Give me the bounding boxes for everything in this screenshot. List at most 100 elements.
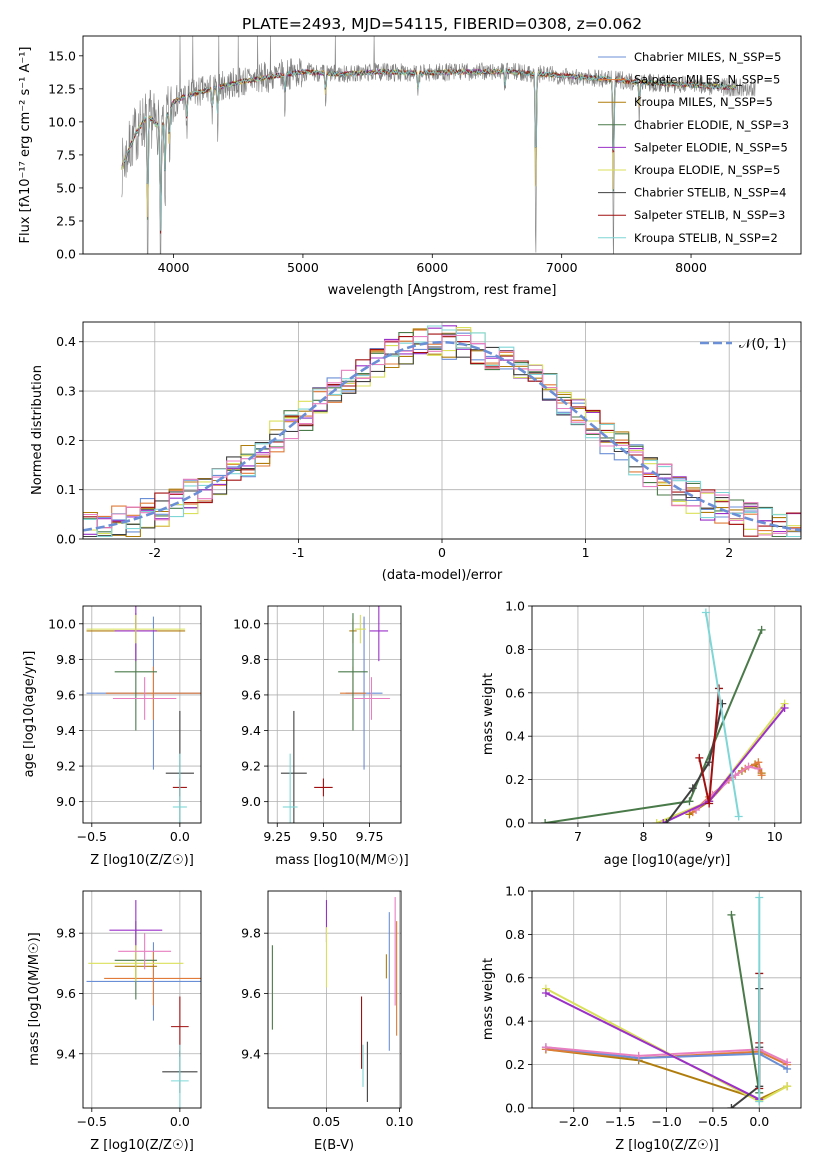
legend-entry: Chabrier MILES, N_SSP=5 [634, 50, 781, 64]
spectrum-lines [121, 36, 756, 254]
legend-entry: Chabrier ELODIE, N_SSP=3 [634, 118, 789, 132]
series-line [656, 702, 786, 823]
x-axis-label: (data-model)/error [382, 568, 503, 583]
age_vs_Z-ytick-label: 9.0 [56, 794, 76, 809]
series-marker [541, 819, 550, 823]
age_vs_Z-ytick-label: 9.8 [56, 652, 76, 667]
spectrum-ytick-label: 15.0 [48, 48, 76, 63]
residuals-ytick-label: 0.2 [56, 433, 76, 448]
legend-entry: Kroupa ELODIE, N_SSP=5 [634, 163, 780, 177]
weight_vs_Z-ytick-label: 0.6 [505, 970, 525, 985]
histograms [83, 325, 801, 538]
legend-entry: Kroupa STELIB, N_SSP=2 [634, 231, 778, 245]
weight_vs_age-ytick-label: 0.4 [505, 729, 525, 744]
axis-labels: 4000 5000 6000 7000 80000.02.55.07.510.012.5… [18, 15, 786, 1153]
y-axis-label: mass weight [481, 673, 496, 755]
residuals-ytick-label: 0.4 [56, 334, 76, 349]
series-marker [755, 893, 764, 902]
series-marker [659, 819, 668, 823]
weight_vs_Z-frame [531, 890, 802, 1109]
mass_vs_Z-frame [82, 890, 202, 1109]
mass_vs_EBV-frame [267, 890, 402, 1109]
mass_vs_Z-ytick-label: 9.4 [56, 1046, 76, 1061]
residuals-xtick-label: 0 [438, 545, 446, 560]
series-marker [541, 1043, 550, 1052]
weight_vs_Z-ytick-label: 0.4 [505, 1014, 525, 1029]
spectrum-ytick-label: 2.5 [56, 213, 76, 228]
histogram-kroupa-elodie [83, 327, 801, 535]
series-line [545, 1048, 788, 1066]
spectrum-frame [82, 35, 802, 255]
legend-entry: 𝒩(0, 1) [739, 337, 786, 352]
spectrum-ytick-label: 10.0 [48, 114, 76, 129]
weight_vs_Z-xtick-label: 0.0 [749, 1114, 769, 1129]
age_vs_Z-points [86, 606, 201, 823]
series-marker [744, 762, 753, 771]
series-marker [755, 1097, 764, 1106]
age_vs_Z-ytick-label: 9.2 [56, 759, 76, 774]
residuals-frame [82, 321, 802, 540]
x-axis-label: Z [log10(Z/Z☉)] [90, 1138, 194, 1153]
weight_vs_Z-xtick-label: −1.0 [651, 1114, 681, 1129]
series-line [730, 914, 761, 1093]
series-marker [701, 608, 710, 617]
spectrum-ytick-label: 0.0 [56, 247, 76, 262]
mass_vs_EBV-ytick-label: 9.8 [241, 926, 261, 941]
series-line [545, 1046, 788, 1064]
series-marker [727, 910, 736, 919]
residuals-xtick-label: 2 [725, 545, 733, 560]
age_vs_Z-ytick-label: 9.4 [56, 723, 76, 738]
y-axis-label: mass [log10(M/M☉)] [27, 932, 42, 1065]
weight_vs_age-xtick-label: 8 [640, 829, 648, 844]
series-marker [685, 797, 694, 806]
residuals-xtick-label: -2 [149, 545, 161, 560]
age_vs_mass-xtick-label: 9.75 [356, 829, 384, 844]
gridlines [83, 322, 801, 1109]
axes-frames [79, 35, 802, 1112]
legend-entry: Salpeter MILES, N_SSP=5 [634, 73, 780, 87]
weight_vs_age-ytick-label: 1.0 [505, 599, 525, 614]
age_vs_Z-xtick-label: 0.0 [170, 829, 190, 844]
mass_vs_EBV-ytick-label: 9.6 [241, 986, 261, 1001]
series-marker [634, 1051, 643, 1060]
age_vs_Z-ytick-label: 9.6 [56, 687, 76, 702]
spectrum-ytick-label: 7.5 [56, 147, 76, 162]
weight_vs_Z-ytick-label: 1.0 [505, 884, 525, 899]
spectrum-xtick-label: 8000 [675, 260, 707, 275]
spectrum-legend: Chabrier MILES, N_SSP=5 Salpeter MILES, N… [598, 50, 789, 245]
series-marker [695, 753, 704, 762]
residuals-ytick-label: 0.3 [56, 384, 76, 399]
age_vs_mass-ytick-label: 9.6 [241, 687, 261, 702]
series-marker [727, 1104, 736, 1108]
age_vs_mass-ytick-label: 9.4 [241, 723, 261, 738]
weight_vs_age-xtick-label: 10 [767, 829, 783, 844]
residuals-ytick-label: 0.0 [56, 532, 76, 547]
age_vs_mass-ytick-label: 9.0 [241, 794, 261, 809]
series-marker [780, 703, 789, 712]
normal-curve [83, 340, 801, 532]
mass_vs_Z-points [86, 900, 201, 1108]
residuals-ytick-label: 0.1 [56, 482, 76, 497]
legend-entry: Salpeter ELODIE, N_SSP=5 [634, 140, 788, 154]
legend-entry: Chabrier STELIB, N_SSP=4 [634, 186, 786, 200]
weight_vs_Z-series [541, 893, 792, 1108]
weight_vs_age-ytick-label: 0.6 [505, 685, 525, 700]
age_vs_mass-frame [267, 605, 402, 824]
series-marker [662, 819, 671, 823]
chart-title: PLATE=2493, MJD=54115, FIBERID=0308, z=0… [242, 15, 642, 33]
series-marker [783, 1058, 792, 1067]
age_vs_mass-xtick-label: 9.50 [309, 829, 337, 844]
plot-data: Chabrier MILES, N_SSP=5 Salpeter MILES, N… [83, 36, 801, 1108]
age_vs_Z-xtick-label: −0.5 [77, 829, 107, 844]
age_vs_mass-ytick-label: 10.0 [233, 616, 261, 631]
mass_vs_EBV-xtick-label: 0.05 [313, 1114, 341, 1129]
histogram-pink [83, 334, 801, 538]
weight_vs_Z-xtick-label: −0.5 [698, 1114, 728, 1129]
series-line [545, 1046, 788, 1070]
weight_vs_Z-xtick-label: −1.5 [605, 1114, 635, 1129]
residuals-xtick-label: -1 [292, 545, 304, 560]
legend-entry: Salpeter STELIB, N_SSP=3 [634, 208, 785, 222]
y-axis-label: mass weight [481, 958, 496, 1040]
mass_vs_Z-ytick-label: 9.6 [56, 986, 76, 1001]
